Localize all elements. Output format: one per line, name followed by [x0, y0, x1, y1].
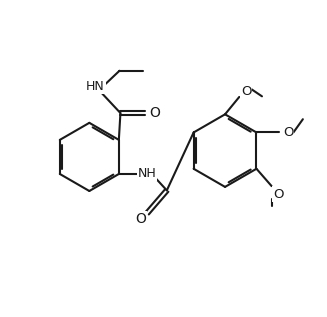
Text: O: O	[149, 106, 160, 120]
Text: O: O	[283, 126, 293, 139]
Text: O: O	[135, 212, 146, 226]
Text: NH: NH	[138, 166, 156, 179]
Text: O: O	[273, 188, 284, 201]
Text: O: O	[241, 85, 251, 98]
Text: HN: HN	[86, 80, 105, 93]
